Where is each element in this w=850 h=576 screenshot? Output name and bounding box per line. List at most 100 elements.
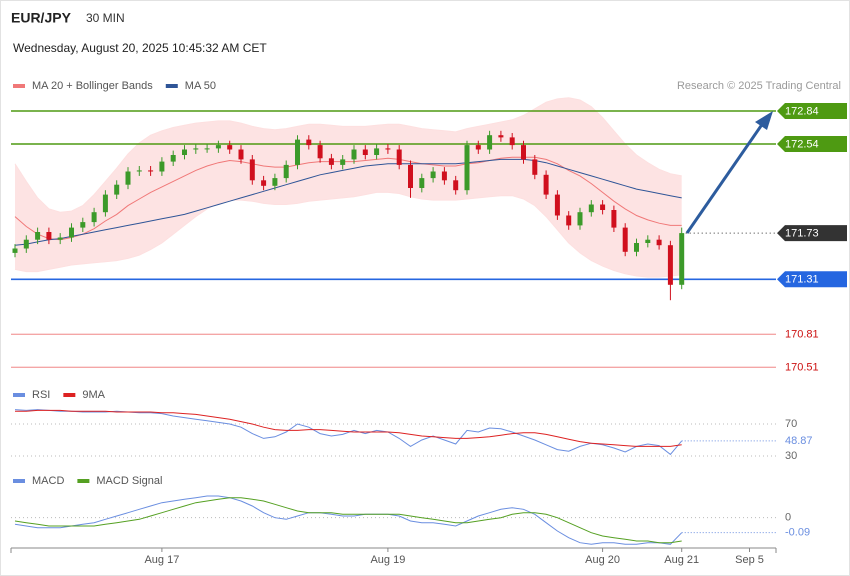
level-tag [777,136,847,152]
candle-body [588,204,594,213]
y-tick-label: 0 [785,512,791,524]
macd-line [14,497,682,544]
candle-body [498,135,504,138]
level-tag [777,271,847,288]
legend-label: RSI [32,389,50,401]
forecast-arrow [685,122,765,234]
timeframe: 30 MIN [86,11,125,25]
moving-average [14,158,682,246]
candle-body [634,243,639,252]
legend-swatch [13,393,25,397]
candle-body [577,212,583,226]
candle-body [159,161,165,172]
candle-body [12,248,18,253]
candle-body [622,227,628,252]
forecast-arrowhead [755,111,773,130]
x-tick-label: Aug 17 [144,554,179,566]
candle-body [554,194,560,216]
subtitle: Wednesday, August 20, 2025 10:45:32 AM C… [13,41,267,55]
x-tick-label: Aug 20 [585,554,620,566]
candle-body [69,227,74,238]
candle-body [521,145,526,160]
level-label: 172.54 [785,138,819,150]
candle-body [193,148,199,150]
level-label: 170.51 [785,362,819,374]
x-tick-label: Aug 19 [370,554,405,566]
legend-swatch [13,84,25,88]
candle-body [46,232,52,240]
candle-body [261,180,267,186]
candle-body [408,164,413,188]
candle-body [91,212,97,223]
bollinger-upper [14,97,682,213]
candle-body [475,145,481,150]
candle-body [385,148,391,150]
candle-body [340,159,346,165]
legend-label: MA 20 + Bollinger Bands [32,80,153,92]
y-tick-label: 30 [785,450,797,462]
candle-body [306,139,312,146]
candle-body [656,239,662,246]
legend-label: MA 50 [185,80,216,92]
legend-label: 9MA [82,389,105,401]
candle-body [667,245,673,285]
source: Research © 2025 Trading Central [677,80,841,92]
legend-label: MACD [32,475,64,487]
y-tick-label: 70 [785,418,797,430]
candle-body [102,194,108,213]
plot: 172.84 172.54 171.31 170.81 170.51 171.73 MA 2… [10,80,847,566]
candle-body [487,135,493,150]
legend-swatch [13,479,25,483]
candle-body [317,145,323,159]
candle-body [532,159,538,175]
level-label: 170.81 [785,329,819,341]
candle-body [215,145,221,149]
candle-body [57,237,63,240]
legend-swatch [165,84,178,88]
candle-body [80,222,86,228]
candle-body [611,210,617,228]
candle-body [441,171,447,181]
legend-swatch [63,393,76,397]
current-price-tag [777,225,847,242]
candle-body [227,145,233,150]
candle-body [23,239,29,249]
candle-body [645,239,651,243]
macd-line [14,495,683,545]
candle-body [396,149,402,165]
level-tag [777,103,847,119]
x-tick-label: Sep 5 [735,554,764,566]
candle-body [114,184,120,195]
candle-body [238,149,244,160]
moving-average [14,156,682,241]
candle-body [125,171,131,185]
bollinger-fill [15,97,682,278]
candle-body [35,232,41,240]
chart-title: EUR/JPY [11,10,72,26]
candle-body [600,204,606,210]
candle-body [509,137,515,146]
current-price-label: 171.73 [785,228,819,240]
bollinger-lower [14,191,682,278]
legend-label: MACD Signal [96,475,162,487]
x-tick-label: Aug 21 [664,554,699,566]
candle-body [351,149,357,160]
level-label: 172.84 [785,105,819,117]
candle-body [283,164,289,179]
rsi-line [15,409,682,447]
candle-body [170,155,176,162]
candle-body [272,178,278,186]
candle-body [374,148,380,155]
candle-body [204,148,210,150]
candle-body [543,174,549,195]
candle-body [430,171,436,179]
legend-swatch [77,479,90,483]
candle-body [328,158,334,165]
candle-body [136,170,142,172]
current-value-label: 48.87 [785,435,813,447]
candle-body [362,149,368,155]
candle-body [295,139,300,165]
